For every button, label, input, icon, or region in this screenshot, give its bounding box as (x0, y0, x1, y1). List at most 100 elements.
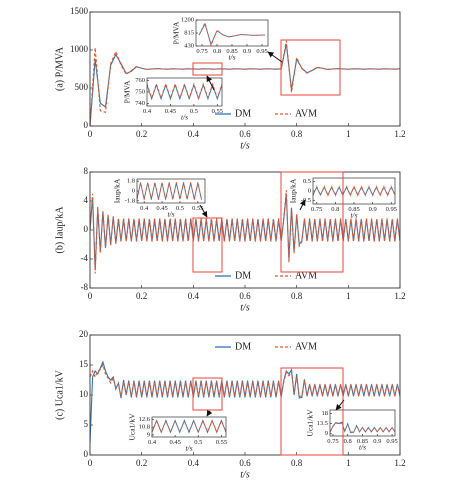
series-line (313, 185, 395, 197)
y-tick-label: 0 (84, 224, 89, 234)
y-axis-label: P/MVA (172, 21, 181, 44)
y-tick-label: 18 (322, 410, 329, 417)
legend-label: DM (235, 341, 251, 352)
zoom-box (192, 62, 223, 76)
inset: -0.5 0 0.5 0.75 0.8 0.85 0.9 0.95 t/s Iaup/kA (289, 177, 397, 220)
x-tick-label: 0.55 (216, 439, 227, 446)
y-axis-label: Uca1/kV (306, 409, 315, 437)
y-tick-label: 20 (79, 329, 89, 339)
y-axis-label: (a) P/MVA (54, 46, 65, 91)
axes-frame (195, 19, 269, 47)
x-axis-label: t/s (350, 211, 357, 220)
y-tick-label: 15 (79, 359, 89, 369)
x-tick-label: 0.95 (386, 206, 397, 213)
x-tick-label: 0.9 (243, 48, 251, 55)
y-axis-label: P/MVA (123, 80, 132, 103)
legend-label: DM (235, 108, 251, 119)
inset: 430 815 1200 0.75 0.8 0.85 0.9 0.95 t/s P/MVA (172, 16, 269, 62)
axes-frame (312, 177, 396, 205)
zoom-box (280, 367, 344, 456)
y-axis-label: Iaup/kA (289, 178, 298, 203)
x-tick-label: 0.45 (156, 205, 167, 212)
y-tick-label: -0.5 (301, 197, 311, 204)
y-tick-label: 430 (184, 42, 194, 49)
x-tick-label: 0.6 (239, 458, 251, 468)
x-axis-label: t/s (167, 210, 174, 219)
x-axis-label: t/s (359, 443, 366, 452)
legend-label: AVM (295, 341, 317, 352)
legend-label: AVM (295, 108, 317, 119)
x-tick-label: 0.9 (369, 206, 377, 213)
y-tick-label: 13.5 (317, 420, 328, 427)
axes-frame (89, 11, 401, 127)
arrow (206, 75, 215, 91)
x-tick-label: 0.4 (188, 129, 200, 139)
panel: 0 5 10 15 20 0 0.2 0.4 0.6 0.8 1 1.2 t/s (c) Uca1/kV D… (54, 329, 405, 480)
arrow (206, 409, 213, 417)
x-tick-label: 0.9 (373, 438, 381, 445)
legend-label: DM (235, 270, 251, 281)
x-axis-label: t/s (228, 53, 235, 62)
arrow (267, 51, 283, 63)
y-tick-label: 12.6 (139, 416, 151, 423)
x-tick-label: 0.85 (226, 48, 237, 55)
x-tick-label: 0.45 (165, 108, 176, 115)
zoom-box (280, 39, 341, 96)
x-tick-label: 1 (346, 291, 351, 301)
y-tick-label: -1.8 (125, 197, 135, 204)
x-axis-label: t/s (240, 140, 250, 151)
x-axis-label: t/s (240, 302, 250, 313)
x-tick-label: 0.5 (176, 205, 184, 212)
y-axis-label: (c) Uca1/kV (54, 369, 65, 419)
axes-frame (146, 77, 223, 107)
x-axis-label: t/s (181, 113, 188, 122)
x-tick-label: 0.5 (190, 108, 198, 115)
series-line (198, 21, 266, 46)
y-tick-label: 0 (84, 449, 89, 459)
series-line (90, 190, 400, 274)
x-tick-label: 0 (88, 458, 93, 468)
x-axis-label: t/s (185, 444, 192, 453)
x-tick-label: 0.85 (357, 438, 368, 445)
zoom-overlay (192, 39, 345, 456)
x-tick-label: 0.8 (331, 206, 339, 213)
inset: -1.8 0 1.8 0.4 0.45 0.5 0.55 t/s Iaup/kA (113, 178, 206, 219)
inset: 740 750 760 0.4 0.45 0.5 0.55 t/s P/MVA (123, 77, 223, 122)
x-tick-label: 0.2 (136, 291, 147, 301)
y-tick-label: 9 (147, 431, 150, 438)
y-tick-label: 0 (308, 187, 311, 194)
y-tick-label: 1200 (181, 16, 194, 23)
x-tick-label: 0.4 (188, 458, 200, 468)
x-tick-label: 0.55 (212, 108, 223, 115)
y-tick-label: 500 (75, 82, 89, 92)
x-tick-label: 0.95 (386, 438, 397, 445)
series-line (90, 363, 400, 398)
x-tick-label: 0.8 (291, 291, 303, 301)
y-tick-label: 0 (132, 187, 135, 194)
y-tick-label: 9 (325, 430, 328, 437)
axes-frame (136, 178, 206, 204)
y-tick-label: 5 (84, 419, 89, 429)
x-tick-label: 0.8 (291, 129, 303, 139)
x-tick-label: 0.55 (192, 205, 203, 212)
y-tick-label: 760 (135, 77, 145, 84)
x-tick-label: 1 (346, 458, 351, 468)
y-axis-label: (b) Iaup/kA (54, 206, 65, 254)
series-line (90, 40, 400, 126)
x-tick-label: 0.8 (344, 438, 352, 445)
arrow (299, 199, 306, 211)
x-tick-label: 0.4 (148, 439, 157, 446)
y-tick-label: -4 (81, 253, 89, 263)
y-tick-label: 0.5 (303, 178, 311, 185)
x-tick-label: 1.2 (394, 291, 405, 301)
x-tick-label: 0 (88, 129, 93, 139)
x-tick-label: 0.75 (311, 206, 322, 213)
x-axis-label: t/s (240, 469, 250, 480)
x-tick-label: 0.6 (239, 291, 251, 301)
arrow (199, 204, 208, 218)
zoom-box (192, 217, 223, 273)
x-tick-label: 0.95 (256, 48, 267, 55)
axes-frame (89, 171, 401, 289)
